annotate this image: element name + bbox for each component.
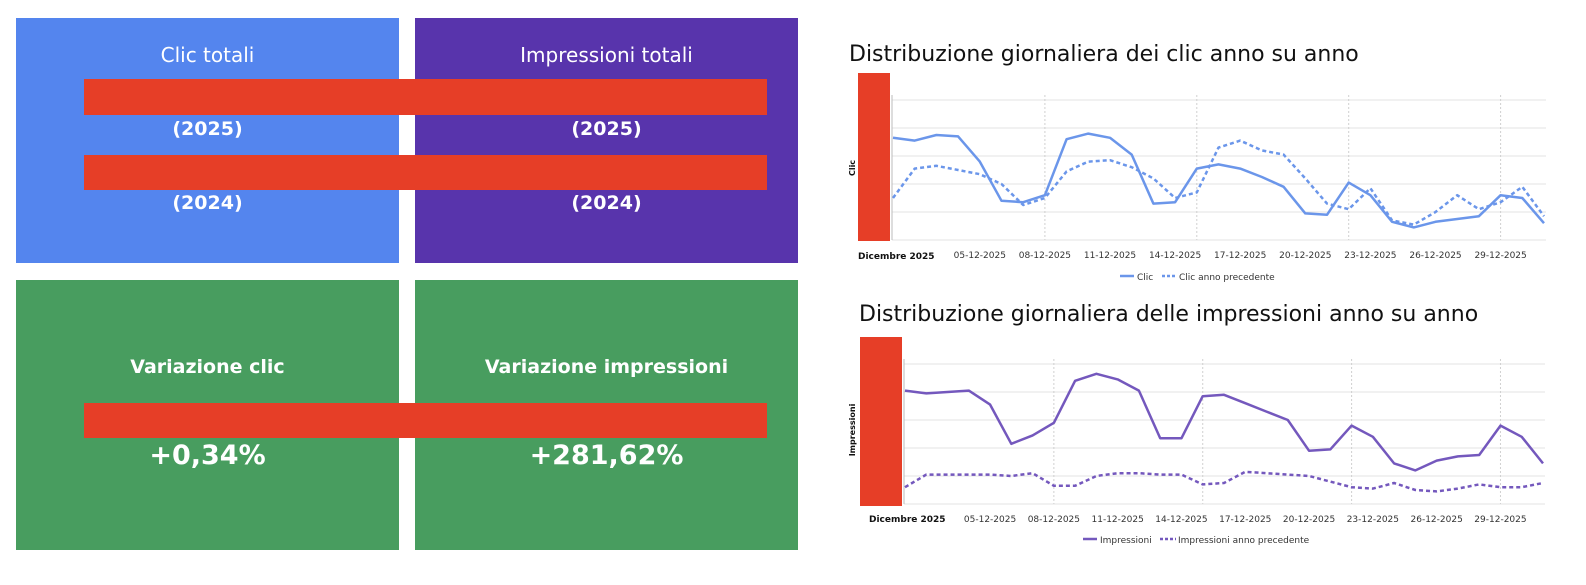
variazione-impressioni-value: +281,62%	[529, 440, 684, 471]
legend-clic: Clic	[1137, 273, 1153, 283]
x-tick-label: 05-12-2025	[964, 515, 1016, 525]
redaction-bar	[860, 337, 902, 506]
chart-impressioni-title: Distribuzione giornaliera delle impressi…	[859, 302, 1479, 327]
series-line-clic	[892, 132, 1545, 229]
x-tick-label: 26-12-2025	[1411, 515, 1463, 525]
x-tick-label: 05-12-2025	[954, 251, 1006, 261]
x-tick-label: 08-12-2025	[1028, 515, 1080, 525]
x-tick-label: 17-12-2025	[1214, 251, 1266, 261]
impressioni-card: Impressioni totali (2025) (2024)	[415, 18, 798, 263]
series-line-impressioni	[904, 372, 1544, 472]
redaction-bar	[858, 73, 890, 241]
x-tick-label: 20-12-2025	[1279, 251, 1331, 261]
chart-clic-legend: Clic Clic anno precedente	[1120, 273, 1275, 283]
x-tick-label: 26-12-2025	[1409, 251, 1461, 261]
x-tick-label: 29-12-2025	[1474, 515, 1526, 525]
clic-card: Clic totali (2025) (2024)	[16, 18, 399, 263]
x-tick-label: 17-12-2025	[1219, 515, 1271, 525]
chart-impressioni-ylabel: Impressioni	[848, 403, 857, 456]
chart-impressioni-x-first-label: Dicembre 2025	[869, 515, 946, 525]
clic-card-title: Clic totali	[160, 43, 255, 67]
chart-clic-title: Distribuzione giornaliera dei clic anno …	[849, 42, 1359, 67]
chart-clic-x-first-label: Dicembre 2025	[858, 252, 935, 262]
legend-clic-anno-precedente: Clic anno precedente	[1179, 273, 1275, 283]
series-line-clic-anno-precedente	[891, 139, 1546, 226]
x-tick-label: 14-12-2025	[1155, 515, 1207, 525]
x-tick-label: 11-12-2025	[1084, 251, 1136, 261]
chart-clic-ylabel: Clic	[848, 160, 857, 176]
chart-impressioni-legend: Impressioni Impressioni anno precedente	[1083, 536, 1310, 546]
redaction-bar	[84, 403, 767, 438]
impressioni-card-year-current: (2025)	[571, 118, 642, 140]
impressioni-card-title: Impressioni totali	[520, 43, 693, 67]
x-tick-label: 11-12-2025	[1092, 515, 1144, 525]
x-tick-label: 29-12-2025	[1474, 251, 1526, 261]
x-tick-label: 20-12-2025	[1283, 515, 1335, 525]
x-tick-label: 08-12-2025	[1019, 251, 1071, 261]
legend-impressioni: Impressioni	[1100, 536, 1152, 546]
variazione-clic-value: +0,34%	[149, 440, 266, 471]
x-tick-label: 14-12-2025	[1149, 251, 1201, 261]
clic-card-year-current: (2025)	[172, 118, 243, 140]
variazione-impressioni-title: Variazione impressioni	[484, 356, 729, 378]
legend-impressioni-anno-precedente: Impressioni anno precedente	[1178, 536, 1310, 546]
redaction-bar	[84, 155, 767, 190]
clic-card-year-previous: (2024)	[172, 192, 243, 214]
variazione-clic-title: Variazione clic	[130, 356, 285, 378]
x-tick-label: 23-12-2025	[1347, 515, 1399, 525]
redaction-bar	[84, 79, 767, 115]
impressioni-card-year-previous: (2024)	[571, 192, 642, 214]
x-tick-label: 23-12-2025	[1344, 251, 1396, 261]
series-line-impressioni-anno-precedente	[904, 470, 1544, 493]
